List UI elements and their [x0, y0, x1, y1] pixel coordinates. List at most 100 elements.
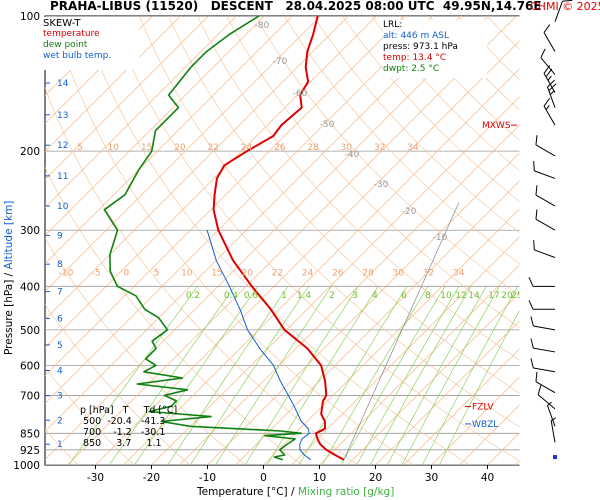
wind-barb-feather	[535, 371, 538, 382]
wind-barb-feather	[543, 65, 551, 74]
level-table: p [hPa] T Td [°C] 500 -20.4 -41.3 700 -1…	[80, 405, 177, 449]
temp-tick-label: -30	[87, 472, 104, 484]
pressure-tick-label: 850	[20, 428, 40, 440]
isotherm	[263, 208, 520, 465]
dry-adiabat	[342, 16, 520, 203]
isotherm	[95, 40, 520, 465]
wbzl-marker: WBZL	[472, 420, 498, 430]
dry-adiabat-label: -50	[320, 120, 335, 130]
pressure-tick-label: 100	[20, 11, 40, 23]
temp-tick-label: -10	[199, 472, 216, 484]
dewpoint-line	[103, 16, 303, 461]
isotherm	[45, 16, 405, 376]
isotherm	[45, 16, 237, 208]
wind-barb-staff	[535, 218, 556, 231]
dry-adiabat-label: -70	[273, 57, 288, 67]
wind-barb-staff	[533, 325, 556, 331]
mixing-ratio-label: 14	[468, 291, 480, 301]
isotherm	[151, 96, 520, 465]
legend-dewpoint: dew point	[43, 40, 88, 50]
wind-barb-feather	[528, 300, 534, 310]
legend-temperature: temperature	[43, 29, 100, 39]
mixing-ratio-label: 8	[425, 291, 431, 301]
isotherm-label: 26	[274, 143, 286, 153]
wind-barb	[543, 97, 556, 126]
altitude-tick-label: 10	[57, 202, 69, 212]
wind-barb-staff	[547, 405, 556, 427]
isotherm	[45, 16, 125, 96]
wind-barb	[535, 135, 556, 157]
dry-adiabat-label: -30	[374, 180, 389, 190]
wind-barb-staff	[533, 347, 556, 353]
wind-barb	[528, 300, 555, 310]
altitude-tick-label: 5	[57, 341, 63, 351]
wind-column	[519, 15, 596, 466]
altitude-tick-label: 4	[57, 367, 63, 377]
observation-datetime: 28.04.2025 08:00 UTC	[285, 0, 435, 13]
temp-tick-label: 40	[481, 472, 494, 484]
isotherm-label: 30	[392, 268, 404, 278]
wind-barb-staff	[537, 394, 556, 410]
wind-barb-feather	[533, 161, 535, 171]
pressure-tick-label: 1000	[13, 460, 40, 472]
wind-barb	[540, 48, 556, 75]
x-axis-title-temp: Temperature [°C] /	[196, 486, 298, 498]
isotherm	[45, 16, 433, 404]
isotherm	[45, 16, 461, 432]
wind-barb-staff	[533, 367, 556, 373]
isotherm-label: 10	[181, 268, 193, 278]
wind-barb	[530, 358, 556, 373]
wind-barb-feather	[548, 83, 557, 92]
lrl-dwpt: dwpt: 2.5 °C	[383, 64, 440, 74]
wind-barb	[535, 185, 556, 207]
mixing-ratio-line	[356, 286, 460, 465]
altitude-tick-label: 6	[57, 315, 63, 325]
isotherm	[291, 236, 520, 465]
altitude-tick-label: 9	[57, 231, 63, 241]
mixing-ratio-label: 17	[488, 291, 499, 301]
pressure-tick-label: 700	[20, 390, 40, 402]
mixing-ratio-line	[322, 286, 429, 465]
legend-wetbulb: wet bulb temp.	[43, 51, 112, 61]
station-coords: 49.95N,14.76E	[442, 0, 542, 13]
x-axis-title: Temperature [°C] / Mixing ratio [g/kg]	[196, 486, 394, 498]
altitude-tick-label: 8	[57, 260, 63, 270]
isotherm	[45, 16, 181, 152]
dry-adiabat	[168, 16, 520, 394]
station-name: PRAHA-LIBUS (11520)	[50, 0, 199, 13]
dry-adiabat	[81, 16, 471, 465]
mixing-ratio-label: 0.6	[244, 291, 259, 301]
lrl-title: LRL:	[383, 20, 403, 30]
dry-adiabat	[45, 367, 135, 465]
mixing-ratio-label: 6	[401, 291, 407, 301]
wind-barb	[533, 240, 556, 258]
mixing-ratio-line	[266, 286, 379, 465]
dry-adiabat	[197, 16, 520, 361]
mixing-ratio-line	[369, 286, 472, 465]
dry-adiabat-label: -10	[433, 233, 448, 243]
isotherm	[207, 152, 520, 465]
dry-adiabat	[284, 16, 520, 265]
mixing-ratio-label: 20	[501, 291, 513, 301]
dry-adiabat-label: -80	[255, 21, 270, 31]
wind-barb-staff	[535, 194, 556, 207]
isotherm	[347, 292, 520, 465]
altitude-tick-label: 2	[57, 416, 63, 426]
isotherm-label: 26	[332, 268, 344, 278]
pressure-tick-label: 925	[20, 445, 40, 457]
mixing-ratio-label: 0.4	[224, 291, 239, 301]
pressure-tick-label: 300	[20, 225, 40, 237]
flight-phase: DESCENT	[210, 0, 273, 13]
mixing-ratio-line	[134, 286, 259, 465]
isotherm	[319, 264, 520, 465]
wind-barb	[530, 316, 556, 331]
wind-barb-half-feather	[547, 401, 552, 407]
wind-barb-feather	[543, 24, 551, 33]
isotherm	[431, 376, 520, 465]
isotherm-label: 20	[241, 268, 253, 278]
isotherm	[45, 16, 293, 264]
mixing-ratio-line	[401, 286, 500, 465]
wind-barb	[547, 79, 557, 108]
isotherm	[45, 16, 349, 320]
isotherm-label: 5	[154, 268, 160, 278]
